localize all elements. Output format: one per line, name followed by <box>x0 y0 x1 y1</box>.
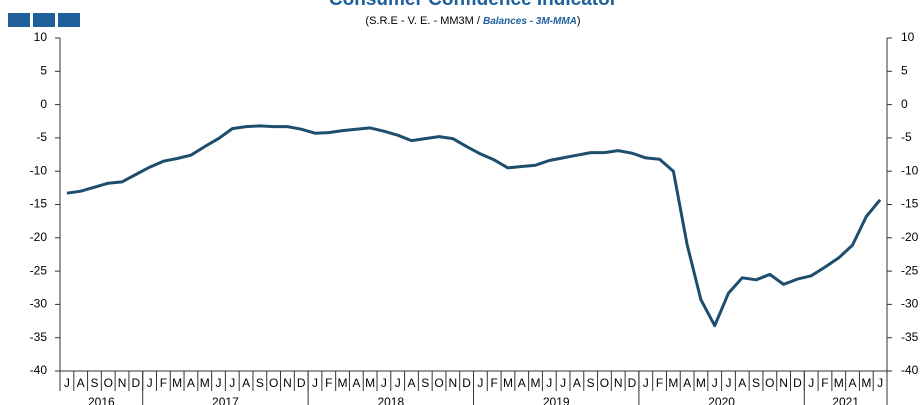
year-label: 2020 <box>708 395 735 405</box>
year-label: 2019 <box>543 395 570 405</box>
subtitle-part: Balances - 3M-MMA <box>483 16 577 27</box>
y2-tick-label: -25 <box>901 263 919 277</box>
x-tick-label: J <box>877 376 883 390</box>
x-tick-label: J <box>395 376 401 390</box>
x-tick-label: F <box>821 376 828 390</box>
y-tick-label: -5 <box>36 130 47 144</box>
x-tick-label: S <box>256 376 264 390</box>
x-tick-label: O <box>269 376 278 390</box>
legend-block <box>58 13 80 27</box>
x-tick-label: M <box>861 376 871 390</box>
x-tick-label: A <box>518 376 526 390</box>
x-tick-label: S <box>90 376 98 390</box>
x-tick-label: J <box>477 376 483 390</box>
x-tick-label: J <box>216 376 222 390</box>
x-tick-label: A <box>849 376 857 390</box>
x-tick-label: J <box>808 376 814 390</box>
x-tick-label: M <box>696 376 706 390</box>
x-tick-label: A <box>242 376 250 390</box>
year-label: 2018 <box>377 395 404 405</box>
y2-tick-label: -20 <box>901 230 919 244</box>
x-tick-label: N <box>779 376 788 390</box>
x-tick-label: D <box>462 376 471 390</box>
y-tick-label: 0 <box>40 97 47 111</box>
y-tick-label: -20 <box>30 230 48 244</box>
subtitle-part: (S.R.E - V. E. - MM3M / <box>365 15 483 27</box>
x-tick-label: O <box>104 376 113 390</box>
x-tick-label: A <box>738 376 746 390</box>
chart-title: Consumer Confidence Indicator <box>329 0 618 10</box>
x-tick-label: M <box>365 376 375 390</box>
x-tick-label: D <box>793 376 802 390</box>
x-tick-label: N <box>614 376 623 390</box>
y2-tick-label: -30 <box>901 297 919 311</box>
y-tick-label: -40 <box>30 363 48 377</box>
x-tick-label: J <box>229 376 235 390</box>
x-tick-label: O <box>434 376 443 390</box>
x-tick-label: F <box>656 376 663 390</box>
x-tick-label: J <box>381 376 387 390</box>
x-tick-label: N <box>118 376 127 390</box>
x-tick-label: M <box>668 376 678 390</box>
x-tick-label: S <box>587 376 595 390</box>
x-tick-label: O <box>600 376 609 390</box>
y2-tick-label: -10 <box>901 163 919 177</box>
x-tick-label: J <box>147 376 153 390</box>
series-line <box>66 124 882 328</box>
x-tick-label: F <box>160 376 167 390</box>
x-tick-label: N <box>448 376 457 390</box>
x-tick-label: D <box>131 376 140 390</box>
x-tick-label: J <box>643 376 649 390</box>
x-tick-label: A <box>683 376 691 390</box>
x-tick-label: D <box>628 376 637 390</box>
x-tick-label: A <box>187 376 195 390</box>
x-tick-label: A <box>77 376 85 390</box>
x-tick-label: J <box>64 376 70 390</box>
subtitle: (S.R.E - V. E. - MM3M / Balances - 3M-MM… <box>365 15 580 27</box>
legend-block <box>33 13 55 27</box>
x-tick-label: D <box>297 376 306 390</box>
x-tick-label: M <box>172 376 182 390</box>
x-tick-label: A <box>573 376 581 390</box>
legend-block <box>8 13 30 27</box>
x-tick-label: J <box>546 376 552 390</box>
x-tick-label: O <box>765 376 774 390</box>
y2-tick-label: -40 <box>901 363 919 377</box>
year-label: 2021 <box>832 395 859 405</box>
y-tick-label: -25 <box>30 263 48 277</box>
x-tick-label: S <box>421 376 429 390</box>
y-tick-label: -35 <box>30 330 48 344</box>
x-tick-label: N <box>283 376 292 390</box>
x-tick-label: S <box>752 376 760 390</box>
y2-tick-label: 5 <box>901 63 908 77</box>
x-tick-label: J <box>312 376 318 390</box>
x-tick-label: M <box>531 376 541 390</box>
year-label: 2016 <box>88 395 115 405</box>
year-label: 2017 <box>212 395 239 405</box>
y2-tick-label: 10 <box>901 30 915 44</box>
y-tick-label: -15 <box>30 197 48 211</box>
x-tick-label: M <box>834 376 844 390</box>
y-tick-label: 5 <box>40 63 47 77</box>
x-tick-label: J <box>560 376 566 390</box>
y2-tick-label: -15 <box>901 197 919 211</box>
x-tick-label: A <box>407 376 415 390</box>
y-tick-label: -10 <box>30 163 48 177</box>
y2-tick-label: -5 <box>901 130 912 144</box>
x-tick-label: J <box>725 376 731 390</box>
y-tick-label: 10 <box>34 30 48 44</box>
subtitle-part: ) <box>577 15 581 27</box>
y2-tick-label: 0 <box>901 97 908 111</box>
x-tick-label: A <box>352 376 360 390</box>
y2-tick-label: -35 <box>901 330 919 344</box>
x-tick-label: M <box>338 376 348 390</box>
x-tick-label: M <box>200 376 210 390</box>
y-tick-label: -30 <box>30 297 48 311</box>
x-tick-label: F <box>325 376 332 390</box>
x-tick-label: F <box>491 376 498 390</box>
x-tick-label: M <box>503 376 513 390</box>
x-tick-label: J <box>712 376 718 390</box>
